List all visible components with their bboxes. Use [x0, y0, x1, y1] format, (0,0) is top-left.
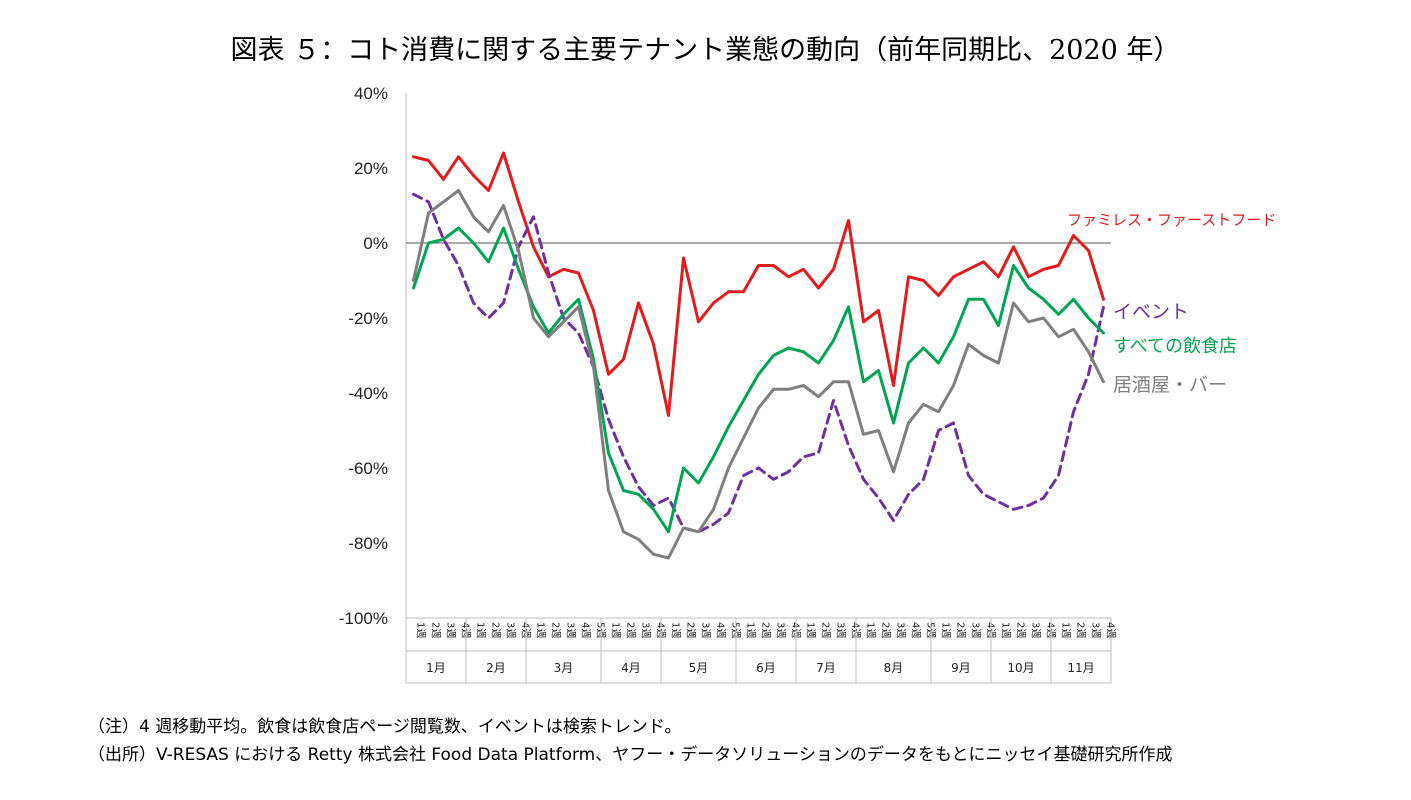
x-tick-label-week: 1週: [535, 622, 547, 638]
x-tick-label-week: 3週: [970, 622, 982, 638]
x-tick-label-week: 4週: [910, 622, 922, 638]
series-line: [412, 189, 1105, 560]
chart-title: 図表 ５：コト消費に関する主要テナント業態の動向（前年同期比、2020 年）: [230, 35, 1181, 66]
y-tick-label: -80%: [348, 534, 388, 553]
series-label: すべての飲食店: [1113, 336, 1237, 357]
x-tick-label-week: 1週: [1060, 622, 1072, 638]
x-tick-label-week: 1週: [805, 622, 817, 638]
y-tick-label: 0%: [363, 234, 388, 253]
x-tick-label-month: 9月: [951, 661, 971, 675]
x-tick-label-month: 1月: [426, 661, 446, 675]
x-tick-label-week: 2週: [625, 622, 637, 638]
x-tick-label-week: 1週: [670, 622, 682, 638]
x-tick-label-week: 3週: [1090, 622, 1102, 638]
x-tick-label-week: 4週: [1105, 622, 1117, 638]
series-layer: [412, 151, 1105, 560]
y-tick-label: -40%: [348, 384, 388, 403]
x-tick-label-month: 7月: [816, 661, 836, 675]
x-tick-label-week: 1週: [1000, 622, 1012, 638]
x-tick-label-week: 3週: [835, 622, 847, 638]
series-line: [412, 192, 1105, 534]
series-label: ファミレス・ファーストフード: [1067, 211, 1276, 229]
y-tick-label: -100%: [339, 609, 388, 628]
y-tick-label: -60%: [348, 459, 388, 478]
series-line: [412, 151, 1105, 417]
x-tick-label-week: 1週: [415, 622, 427, 638]
y-tick-label: -20%: [348, 309, 388, 328]
x-tick-label-week: 4週: [580, 622, 592, 638]
x-tick-label-week: 1週: [610, 622, 622, 638]
x-tick-label-week: 2週: [760, 622, 772, 638]
x-tick-label-week: 3週: [565, 622, 577, 638]
x-tick-label-month: 11月: [1067, 661, 1094, 675]
x-tick-label-week: 1週: [475, 622, 487, 638]
axis-layer: 40%20%0%-20%-40%-60%-80%-100%1週 2週 3週 4週 1週 2…: [339, 84, 1117, 684]
x-tick-label-week: 3週: [1030, 622, 1042, 638]
x-tick-label-week: 2週: [685, 622, 697, 638]
x-tick-label-month: 2月: [486, 661, 506, 675]
x-tick-label-week: 3週: [445, 622, 457, 638]
x-tick-label-month: 5月: [689, 661, 709, 675]
x-tick-label-week: 3週: [775, 622, 787, 638]
x-tick-label-week: 2週: [1015, 622, 1027, 638]
x-tick-label-week: 3週: [640, 622, 652, 638]
x-tick-label-month: 6月: [756, 661, 776, 675]
x-tick-label-week: 1週: [865, 622, 877, 638]
x-tick-label-week: 2週: [820, 622, 832, 638]
x-tick-label-month: 10月: [1007, 661, 1034, 675]
x-tick-label-week: 3週: [505, 622, 517, 638]
series-label: 居酒屋・バー: [1113, 374, 1227, 396]
footnote-source: （出所）V-RESAS における Retty 株式会社 Food Data Pl…: [88, 745, 1173, 765]
x-tick-label-week: 1週: [940, 622, 952, 638]
x-tick-label-week: 2週: [490, 622, 502, 638]
x-tick-label-week: 1週: [745, 622, 757, 638]
x-tick-label-week: 2週: [430, 622, 442, 638]
x-tick-label-week: 2週: [1075, 622, 1087, 638]
x-tick-label-month: 4月: [621, 661, 641, 675]
line-chart: 40%20%0%-20%-40%-60%-80%-100%1週 2週 3週 4週 1週 2…: [339, 84, 1276, 684]
x-tick-label-week: 2週: [550, 622, 562, 638]
x-tick-label-week: 3週: [700, 622, 712, 638]
y-tick-label: 20%: [354, 159, 388, 178]
series-label: イベント: [1113, 301, 1189, 323]
x-tick-label-week: 3週: [895, 622, 907, 638]
x-tick-label-week: 4週: [715, 622, 727, 638]
y-tick-label: 40%: [354, 84, 388, 103]
footnote-note: （注）4 週移動平均。飲食は飲食店ページ閲覧数、イベントは検索トレンド。: [88, 717, 682, 737]
x-tick-label-week: 2週: [955, 622, 967, 638]
x-tick-label-month: 3月: [554, 661, 574, 675]
x-tick-label-week: 2週: [880, 622, 892, 638]
x-tick-label-month: 8月: [884, 661, 904, 675]
